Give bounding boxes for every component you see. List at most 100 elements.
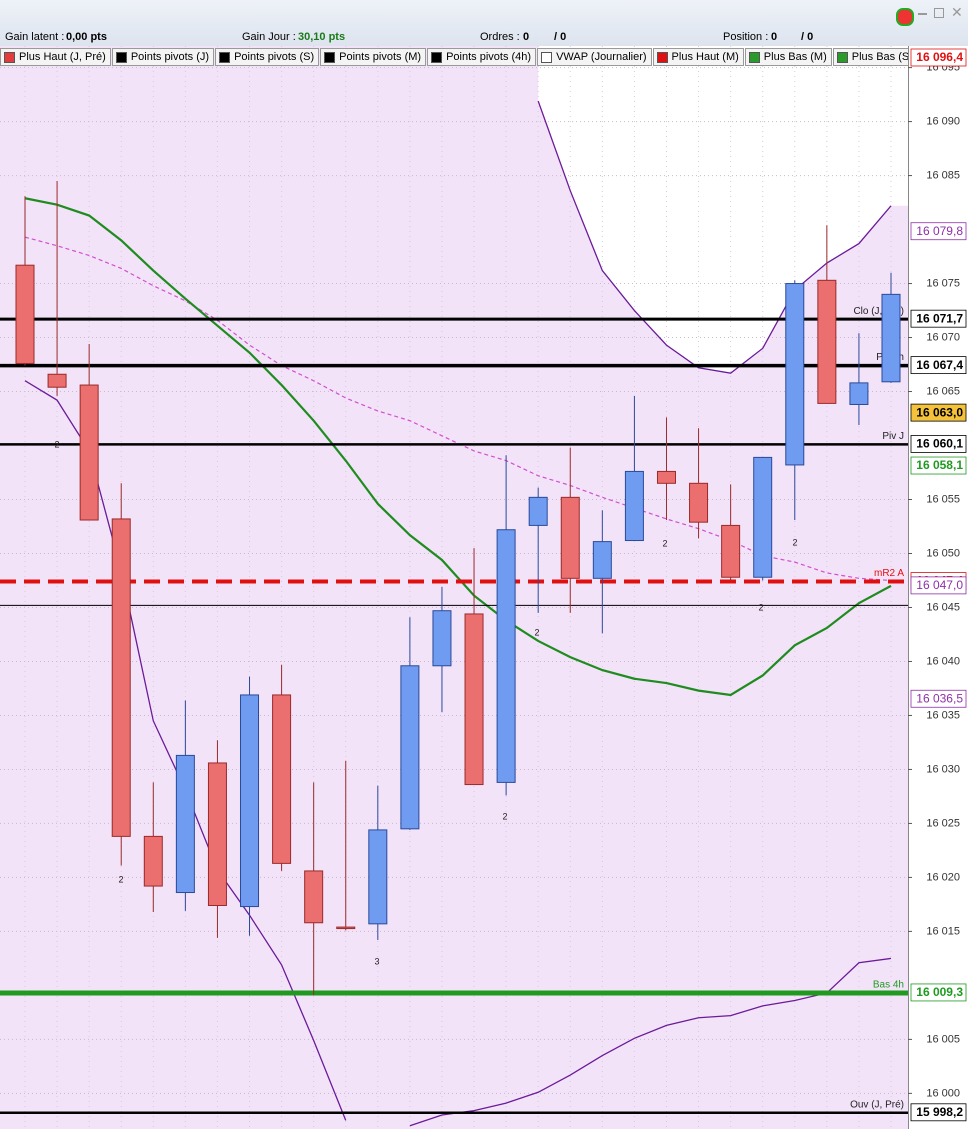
price-marker-label: 16 009,3 xyxy=(916,985,963,999)
candle-body xyxy=(336,926,356,930)
legend-label: VWAP (Journalier) xyxy=(556,51,647,63)
legend-swatch xyxy=(836,51,848,63)
candle-body xyxy=(175,754,195,894)
label: Position : xyxy=(723,31,769,43)
refresh-icon[interactable] xyxy=(896,8,914,26)
indicator-line xyxy=(537,100,892,374)
candle-body xyxy=(785,283,805,466)
price-marker-label: 15 998,2 xyxy=(916,1105,963,1119)
candle-body xyxy=(849,382,869,405)
candle-body xyxy=(432,610,452,667)
price-marker-box xyxy=(910,403,967,422)
indicator-line xyxy=(24,197,892,697)
y-tick-label: 16 030 xyxy=(926,763,960,775)
legend-swatch xyxy=(748,51,760,63)
price-marker-label: 16 060,1 xyxy=(916,437,963,451)
y-tick-label: 16 075 xyxy=(926,277,960,289)
value: 0,00 pts xyxy=(66,31,107,43)
legend-swatch xyxy=(324,51,336,63)
legend-item[interactable]: Plus Haut (J, Pré) xyxy=(0,48,111,66)
minimize[interactable] xyxy=(918,13,927,15)
price-marker-box xyxy=(910,309,967,328)
price-marker-box xyxy=(910,1103,967,1122)
price-marker-box xyxy=(910,222,967,241)
legend-swatch xyxy=(431,51,443,63)
signal-label: 2 xyxy=(54,439,59,449)
value[interactable]: / 0 xyxy=(801,31,814,43)
candle-body xyxy=(47,373,67,388)
candle-body xyxy=(689,482,709,523)
signal-label: 2 xyxy=(662,538,667,548)
candle-body xyxy=(304,870,324,924)
candle-body xyxy=(111,518,131,837)
legend-label: Plus Bas (M) xyxy=(763,51,827,63)
legend-label: Points pivots (J) xyxy=(130,51,210,63)
y-tick-label: 16 070 xyxy=(926,331,960,343)
y-tick-label: 16 000 xyxy=(926,1087,960,1099)
price-marker-label: 16 067,4 xyxy=(916,358,963,372)
level-label: Piv J xyxy=(882,431,904,442)
value[interactable]: 0 xyxy=(523,31,530,43)
price-marker-label: 16 058,1 xyxy=(916,458,963,472)
y-tick-label: 16 020 xyxy=(926,871,960,883)
legend-swatch xyxy=(656,51,668,63)
price-marker-box xyxy=(910,576,967,595)
level-label: mR2 A xyxy=(874,568,904,579)
price-marker-label: 16 036,5 xyxy=(916,691,963,705)
legend-item[interactable]: Points pivots (J) xyxy=(111,48,215,66)
signal-label: 2 xyxy=(534,627,539,637)
y-tick-label: 16 035 xyxy=(926,709,960,721)
candle-body xyxy=(881,293,901,383)
value[interactable]: / 0 xyxy=(554,31,567,43)
legend-item[interactable]: Points pivots (M) xyxy=(320,48,427,66)
candle-body xyxy=(592,541,612,579)
candle-body xyxy=(368,829,388,925)
candle-body xyxy=(240,694,260,908)
legend-swatch xyxy=(4,51,15,63)
legend-item[interactable]: Plus Haut (M) xyxy=(652,48,744,66)
price-marker-box xyxy=(910,983,967,1002)
y-tick-label: 16 065 xyxy=(926,385,960,397)
legend-swatch xyxy=(541,51,553,63)
signal-label: 2 xyxy=(502,811,507,821)
legend-item[interactable]: VWAP (Journalier) xyxy=(537,48,652,66)
close[interactable]: ✕ xyxy=(951,4,963,20)
legend-label: Points pivots (S) xyxy=(234,51,315,63)
legend-item[interactable]: Plus Bas (M) xyxy=(744,48,832,66)
value[interactable]: 0 xyxy=(771,31,778,43)
price-marker-box xyxy=(910,689,967,708)
y-tick-label: 16 005 xyxy=(926,1033,960,1045)
legend-item[interactable]: Points pivots (4h) xyxy=(427,48,537,66)
y-tick-label: 16 050 xyxy=(926,547,960,559)
price-marker-label: 16 096,4 xyxy=(916,50,963,64)
candle-body xyxy=(656,470,676,484)
price-marker-box xyxy=(910,435,967,453)
legend-label: Plus Bas (S) xyxy=(851,51,908,63)
candle-body xyxy=(624,470,644,542)
candle-body xyxy=(400,665,420,830)
price-marker-label: 16 047,0 xyxy=(916,578,963,592)
signal-label: 2 xyxy=(758,602,763,612)
candle-body xyxy=(79,384,99,521)
y-tick-label: 16 090 xyxy=(926,115,960,127)
label: Gain latent : xyxy=(5,31,65,43)
band-outside xyxy=(538,46,908,374)
price-marker-label: 16 063,0 xyxy=(916,405,963,419)
candle-body xyxy=(143,835,163,887)
candle-body xyxy=(528,496,548,526)
legend-item[interactable]: Points pivots (S) xyxy=(215,48,320,66)
legend-item[interactable]: Plus Bas (S) xyxy=(832,48,908,66)
level-label: Ouv (J, Pré) xyxy=(850,1099,904,1110)
candle-body xyxy=(15,264,35,364)
y-tick-label: 16 025 xyxy=(926,817,960,829)
price-marker-box xyxy=(910,456,967,475)
y-tick-label: 16 055 xyxy=(926,493,960,505)
candle-body xyxy=(560,496,580,579)
price-marker-label: 16 079,8 xyxy=(916,224,963,238)
candle-body xyxy=(207,762,227,906)
candle-body xyxy=(496,529,516,783)
maximize[interactable] xyxy=(934,8,944,18)
y-tick-label: 16 040 xyxy=(926,655,960,667)
legend-label: Plus Haut (M) xyxy=(671,51,739,63)
